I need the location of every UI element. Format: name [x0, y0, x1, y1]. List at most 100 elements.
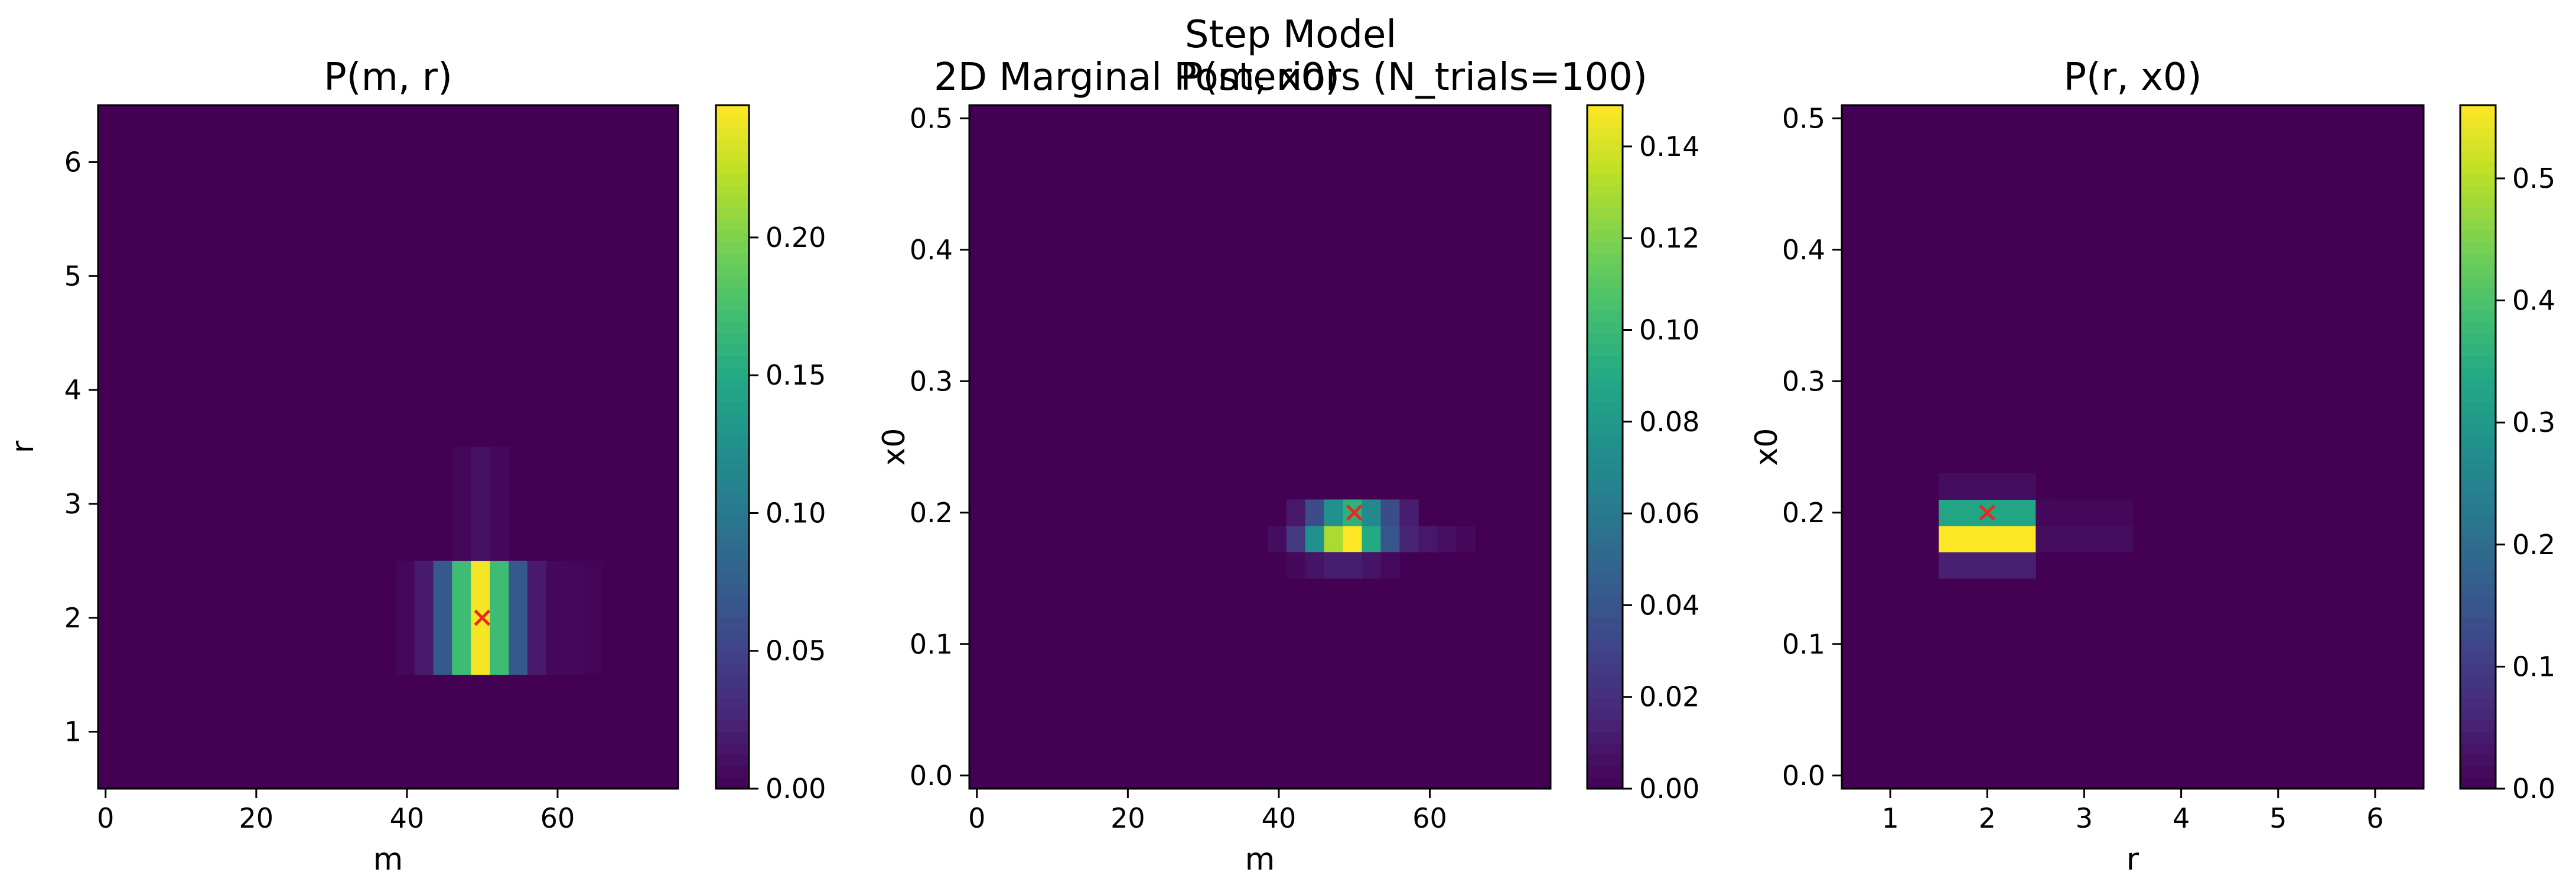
x-tick-label: 1 [1881, 802, 1898, 834]
colorbar-segment [716, 675, 749, 687]
colorbar-segment [2460, 572, 2496, 584]
y-tick-label: 0.2 [910, 497, 953, 529]
heatmap-cell [1286, 499, 1306, 526]
colorbar-segment [716, 184, 749, 197]
colorbar-segment [716, 390, 749, 402]
heatmap-cell [490, 447, 509, 561]
colorbar-segment [716, 276, 749, 288]
colorbar-segment [1587, 538, 1623, 550]
colorbar-segment [2460, 629, 2496, 641]
colorbar-segment [716, 287, 749, 300]
colorbar-segment [1587, 276, 1623, 288]
heatmap-cell [1324, 552, 1344, 579]
colorbar-segment [1587, 572, 1623, 584]
colorbar-segment [716, 435, 749, 448]
colorbar-segment [2460, 230, 2496, 242]
heatmap-cell [1343, 526, 1363, 552]
colorbar: 0.0 0.1 0.2 0.3 0.4 0.5 [2459, 104, 2555, 805]
colorbar-segment [716, 697, 749, 710]
x-tick-label: 2 [1979, 802, 1996, 834]
colorbar-segment [1587, 743, 1623, 755]
colorbar-segment [716, 401, 749, 414]
heatmap-cell [1380, 526, 1400, 552]
heatmap-background [969, 105, 1551, 789]
colorbar-tick-label: 0.10 [766, 497, 826, 529]
colorbar-frame [715, 104, 750, 790]
colorbar-segment [2460, 151, 2496, 163]
heatmap-cell [2036, 499, 2133, 526]
colorbar-tick-label: 0.0 [2512, 773, 2555, 805]
heatmap-cell [1267, 526, 1287, 552]
y-tick-label: 5 [64, 260, 82, 292]
truth-marker [474, 609, 491, 626]
colorbar: 0.00 0.05 0.10 0.15 0.20 [715, 104, 826, 805]
colorbar-segment [2460, 162, 2496, 174]
axes-frame [1841, 104, 2425, 790]
y-tick-label: 6 [64, 146, 82, 178]
colorbar-segment [2460, 538, 2496, 550]
colorbar-segment [1587, 777, 1623, 789]
panel-3: 1 2 3 4 5 60.00.10.20.30.40.5P(r, x0)rx00.00.… [1749, 56, 2555, 877]
colorbar-segment [1587, 617, 1623, 630]
heatmap-cell [1343, 552, 1363, 579]
colorbar-segment [1587, 583, 1623, 595]
heatmap-cell [1305, 526, 1325, 552]
colorbar-segment [1587, 173, 1623, 185]
y-tick-label: 0.5 [910, 102, 953, 134]
heatmap-cell [565, 561, 585, 675]
heatmap-cell [1286, 552, 1306, 579]
colorbar-segment [2460, 435, 2496, 448]
colorbar-segment [2460, 333, 2496, 345]
colorbar-segment [1587, 298, 1623, 311]
colorbar-segment [1587, 242, 1623, 254]
colorbar-segment [716, 298, 749, 311]
colorbar-tick-label: 0.00 [766, 773, 826, 805]
colorbar-segment [2460, 447, 2496, 459]
colorbar-segment [1587, 447, 1623, 459]
y-tick-label: 0.5 [1782, 102, 1825, 134]
colorbar-segment [716, 128, 749, 140]
colorbar-segment [2460, 470, 2496, 481]
colorbar-segment [716, 492, 749, 505]
truth-marker [1346, 504, 1363, 521]
colorbar-segment [2460, 709, 2496, 721]
colorbar-segment [716, 230, 749, 242]
colorbar-segment [716, 264, 749, 276]
colorbar-segment [2460, 754, 2496, 767]
colorbar-segment [716, 572, 749, 584]
y-tick-label: 2 [64, 602, 82, 634]
colorbar-segment [2460, 492, 2496, 505]
colorbar-segment [716, 731, 749, 744]
colorbar-segment [1587, 561, 1623, 573]
colorbar-tick-label: 0.06 [1639, 497, 1699, 529]
x-tick-label: 40 [390, 802, 425, 834]
colorbar-segment [716, 367, 749, 379]
colorbar-segment [2460, 686, 2496, 698]
colorbar-segment [716, 606, 749, 619]
colorbar-tick-label: 0.05 [766, 635, 826, 667]
colorbar-segment [716, 253, 749, 265]
colorbar-tick-label: 0.14 [1639, 131, 1699, 162]
y-tick-label: 0.4 [1782, 234, 1825, 266]
colorbar-segment [716, 378, 749, 390]
colorbar-segment [716, 583, 749, 595]
heatmap-cell [1362, 552, 1381, 579]
x-axis-label: m [1245, 842, 1275, 877]
x-tick-label: 20 [1110, 802, 1145, 834]
colorbar-segment [1587, 128, 1623, 140]
heatmap-cell [1305, 499, 1325, 526]
colorbar-segment [716, 629, 749, 641]
colorbar-segment [2460, 310, 2496, 322]
colorbar-segment [2460, 116, 2496, 129]
colorbar-segment [1587, 458, 1623, 470]
colorbar-segment [1587, 333, 1623, 345]
colorbar-segment [716, 173, 749, 185]
colorbar-segment [1587, 116, 1623, 129]
heatmap-cell [1305, 552, 1325, 579]
panel-2: 0 20 40 60 0.0 0.1 0.2 0.3 0.4 0.5 P(m, x0) m x0 0.00… [877, 56, 1699, 877]
colorbar-segment [716, 561, 749, 573]
heatmap-cell [1324, 526, 1344, 552]
panel-title: P(r, x0) [2063, 56, 2202, 99]
colorbar-segment [2460, 356, 2496, 368]
heatmap-cell [1380, 552, 1400, 579]
